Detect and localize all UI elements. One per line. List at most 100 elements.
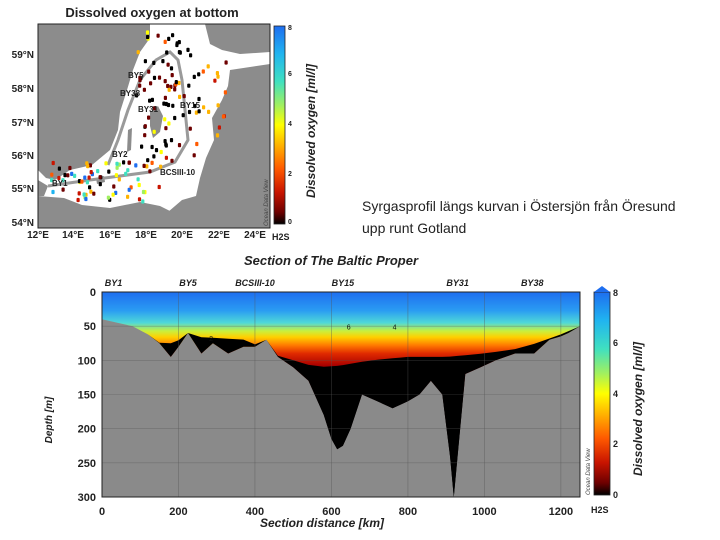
station-dot	[171, 103, 175, 108]
station-dot	[89, 189, 93, 194]
station-dot	[167, 36, 171, 41]
station-label: BCSIII-10	[235, 278, 275, 288]
station-dot	[217, 125, 221, 130]
station-dot	[143, 133, 147, 138]
station-dot	[167, 87, 171, 92]
station-dot	[57, 175, 61, 181]
x-tick-label: 400	[246, 506, 264, 518]
station-dots	[50, 30, 228, 204]
station-dot	[181, 113, 185, 118]
map-xtick: 20°E	[171, 230, 193, 241]
section-cb-tick: 4	[613, 389, 618, 399]
y-ticks: 0 50 100 150 200 250 300	[78, 287, 96, 504]
station-dot	[170, 158, 174, 163]
station-dot	[115, 161, 119, 166]
land-germany-poland	[38, 196, 180, 228]
map-ytick: 59°N	[12, 50, 34, 61]
map-ytick: 58°N	[12, 84, 34, 95]
contour-label: 2	[209, 336, 213, 343]
map-xtick: 22°E	[208, 230, 230, 241]
station-dot	[197, 72, 201, 77]
station-dot	[216, 74, 220, 79]
map-cb-tick: 4	[288, 121, 292, 128]
station-dot	[57, 166, 61, 171]
y-tick-label: 100	[78, 355, 96, 367]
station-dot	[76, 197, 80, 203]
station-dot	[152, 129, 156, 134]
station-dot	[192, 153, 196, 158]
station-dot	[154, 148, 159, 153]
station-dot	[193, 103, 197, 109]
station-dot	[124, 171, 128, 176]
station-dot	[152, 154, 156, 159]
station-dot	[107, 169, 111, 174]
station-dot	[98, 175, 102, 180]
station-dot	[143, 59, 147, 64]
station-dot	[147, 115, 151, 120]
figure-caption: Syrgasprofil längs kurvan i Östersjön fr…	[362, 198, 676, 236]
station-dot	[167, 121, 171, 126]
map-station-by15: BY15	[180, 101, 201, 110]
station-dot	[195, 141, 199, 147]
station-dot	[186, 47, 190, 52]
station-dot	[61, 178, 65, 183]
land-sweden	[38, 24, 150, 180]
station-dot	[173, 87, 177, 92]
station-dot	[145, 164, 149, 169]
map-cb-tick: 0	[288, 219, 292, 226]
station-dot	[114, 190, 118, 195]
station-dot	[89, 170, 93, 175]
station-dot	[164, 126, 168, 131]
contour-label: 4	[393, 325, 397, 332]
map-ytick: 56°N	[12, 151, 34, 162]
land-baltics	[168, 64, 270, 228]
station-dot	[111, 192, 115, 197]
plot-frame	[101, 291, 581, 498]
station-dot	[146, 34, 150, 40]
station-dot	[148, 169, 152, 174]
station-dot	[50, 178, 54, 183]
station-dot	[122, 160, 126, 165]
colorbar-arrow	[594, 286, 610, 292]
station-dot	[142, 87, 146, 92]
station-dot	[126, 194, 130, 199]
station-dot	[215, 71, 219, 76]
station-dot	[84, 196, 88, 202]
station-dot	[149, 81, 153, 86]
section-cb-tick: 8	[613, 288, 618, 298]
station-dot	[142, 163, 146, 168]
station-dot	[164, 142, 168, 147]
station-dot	[106, 195, 110, 200]
station-dot	[152, 60, 156, 65]
station-dot	[202, 105, 206, 110]
station-dot	[77, 191, 81, 196]
station-dot	[197, 109, 201, 114]
section-cb-h2s: H2S	[591, 505, 609, 515]
station-dot	[188, 126, 192, 131]
station-dot	[136, 177, 140, 182]
station-dot	[51, 189, 55, 195]
station-dot	[164, 155, 168, 160]
y-tick-label: 0	[90, 287, 96, 299]
station-dot	[112, 184, 116, 189]
station-dot	[115, 165, 119, 170]
station-dot	[174, 80, 178, 85]
map-cb-h2s: H2S	[272, 232, 290, 242]
map-station-bcsiii10: BCSIII-10	[160, 168, 196, 177]
station-dot	[221, 114, 226, 119]
station-dot	[157, 75, 162, 80]
station-dot	[70, 171, 74, 176]
station-dot	[88, 185, 92, 190]
map-station-by31: BY31	[138, 105, 159, 114]
map-cb-tick: 6	[288, 71, 292, 78]
station-dot	[152, 75, 157, 80]
map-station-by1: BY1	[52, 179, 68, 188]
station-dot	[85, 180, 89, 185]
station-dot	[163, 95, 167, 100]
station-dot	[169, 66, 174, 71]
anoxic-zone	[102, 319, 580, 497]
station-dot	[51, 160, 55, 166]
section-colorbar	[593, 291, 611, 496]
station-dot	[138, 83, 142, 88]
station-dot	[178, 94, 182, 99]
